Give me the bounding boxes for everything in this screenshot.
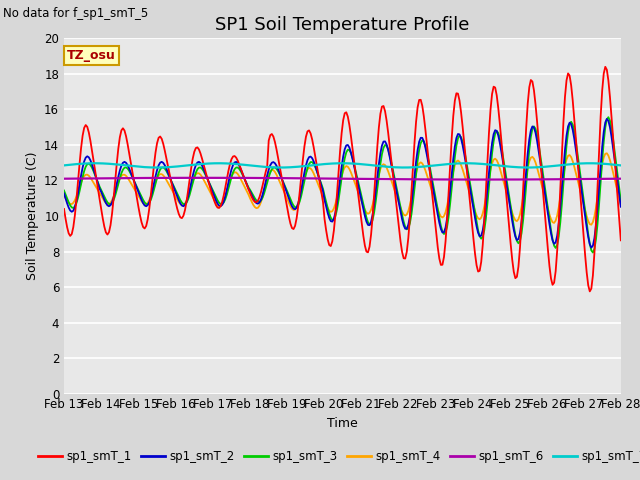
- Title: SP1 Soil Temperature Profile: SP1 Soil Temperature Profile: [215, 16, 470, 34]
- X-axis label: Time: Time: [327, 417, 358, 430]
- Legend: sp1_smT_1, sp1_smT_2, sp1_smT_3, sp1_smT_4, sp1_smT_6, sp1_smT_7: sp1_smT_1, sp1_smT_2, sp1_smT_3, sp1_smT…: [33, 445, 640, 468]
- Y-axis label: Soil Temperature (C): Soil Temperature (C): [26, 152, 38, 280]
- Text: No data for f_sp1_smT_5: No data for f_sp1_smT_5: [3, 7, 148, 20]
- Text: TZ_osu: TZ_osu: [67, 49, 116, 62]
